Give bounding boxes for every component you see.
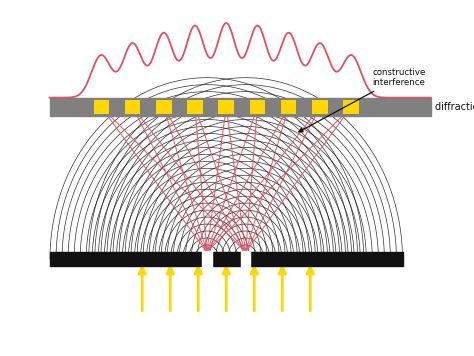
Bar [93,100,109,114]
Bar [125,100,140,114]
Bar [219,100,234,114]
Text: constructive
interference: constructive interference [299,68,426,132]
Bar [312,100,328,114]
Bar [156,100,172,114]
Bar [187,100,203,114]
Bar [250,100,265,114]
Bar [344,100,359,114]
Text: diffraction pattern: diffraction pattern [435,102,474,112]
Bar [281,100,296,114]
